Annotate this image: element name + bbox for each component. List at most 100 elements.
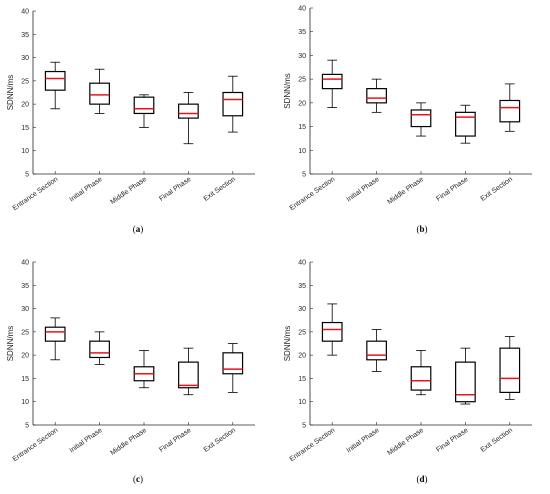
iqr-box [455, 111, 476, 137]
iqr-box [89, 82, 110, 105]
iqr-box [321, 321, 343, 342]
iqr-box [321, 73, 343, 90]
box-3 [133, 94, 155, 128]
y-tick-label: 40 [298, 6, 306, 13]
y-tick-label: 10 [21, 399, 29, 406]
y-tick-label: 20 [298, 353, 306, 360]
y-tick-label: 15 [21, 125, 29, 132]
x-tick-label: Entrance Section [289, 176, 337, 212]
iqr-box [133, 96, 155, 115]
box-2 [366, 78, 387, 113]
y-tick-label: 15 [298, 124, 306, 131]
x-tick-label: Initial Phase [345, 176, 380, 204]
box-1 [321, 59, 343, 108]
y-axis-label: SDNN/ms [283, 326, 292, 362]
box-5 [222, 343, 244, 393]
box-4 [455, 104, 476, 144]
box-3 [410, 102, 432, 137]
x-tick-label: Exit Section [203, 176, 237, 203]
x-tick-label: Entrance Section [289, 427, 337, 463]
y-axis-label: SDNN/ms [6, 75, 15, 111]
box-2 [366, 329, 387, 372]
iqr-box [222, 91, 244, 117]
iqr-box [499, 99, 521, 123]
y-tick-label: 15 [298, 376, 306, 383]
x-tick-label: Exit Section [480, 427, 514, 454]
iqr-box [178, 103, 199, 119]
iqr-box [410, 366, 432, 391]
panel-label: (c) [133, 474, 143, 484]
y-tick-label: 35 [298, 29, 306, 36]
y-tick-label: 40 [298, 260, 306, 267]
x-tick-label: Middle Phase [386, 427, 425, 457]
x-tick-label: Middle Phase [109, 427, 148, 457]
y-tick-label: 20 [21, 353, 29, 360]
box-1 [44, 61, 66, 110]
y-tick-label: 10 [21, 148, 29, 155]
iqr-box [455, 361, 476, 403]
box-1 [44, 317, 66, 361]
box-1 [321, 303, 343, 356]
iqr-box [44, 70, 66, 91]
iqr-box [222, 352, 244, 375]
x-tick-label: Exit Section [203, 427, 237, 454]
y-tick-label: 5 [25, 172, 29, 179]
x-tick-label: Final Phase [435, 176, 469, 203]
y-tick-label: 10 [298, 399, 306, 406]
iqr-box [89, 340, 110, 359]
y-axis-label: SDNN/ms [6, 326, 15, 362]
y-tick-label: 35 [21, 283, 29, 290]
iqr-box [499, 347, 521, 393]
y-tick-label: 20 [21, 102, 29, 109]
y-tick-label: 40 [21, 260, 29, 267]
box-5 [499, 83, 521, 132]
chart-panel-3: 5 10 15 20 25 30 35 40 SDNN/ms Entrance Section In… [6, 260, 255, 484]
box-3 [133, 350, 155, 389]
box-5 [499, 336, 521, 400]
y-tick-label: 25 [298, 329, 306, 336]
x-tick-label: Initial Phase [345, 427, 380, 455]
box-4 [178, 347, 199, 396]
y-tick-label: 30 [21, 306, 29, 313]
panel-label: (d) [416, 474, 427, 484]
y-tick-label: 15 [21, 376, 29, 383]
x-tick-label: Middle Phase [386, 176, 425, 206]
x-tick-label: Entrance Section [12, 176, 60, 212]
x-tick-label: Final Phase [158, 427, 192, 454]
x-tick-label: Exit Section [480, 176, 514, 203]
y-tick-label: 25 [21, 329, 29, 336]
iqr-box [44, 326, 66, 342]
y-tick-label: 30 [298, 53, 306, 60]
x-tick-label: Initial Phase [68, 427, 103, 455]
iqr-box [178, 361, 199, 389]
y-tick-label: 30 [298, 306, 306, 313]
box-2 [89, 68, 110, 114]
y-tick-label: 30 [21, 55, 29, 62]
x-tick-label: Initial Phase [68, 176, 103, 204]
x-tick-label: Middle Phase [109, 176, 148, 206]
y-tick-label: 40 [21, 9, 29, 16]
y-tick-label: 20 [298, 100, 306, 107]
x-tick-label: Entrance Section [12, 427, 60, 463]
iqr-box [410, 109, 432, 128]
y-axis-label: SDNN/ms [283, 73, 292, 109]
y-tick-label: 5 [302, 423, 306, 430]
y-tick-label: 5 [25, 423, 29, 430]
panel-label: (a) [133, 224, 144, 234]
chart-panel-4: 5 10 15 20 25 30 35 40 SDNN/ms Entrance Section In… [283, 260, 532, 484]
box-5 [222, 75, 244, 133]
y-tick-label: 5 [302, 172, 306, 179]
y-tick-label: 35 [298, 283, 306, 290]
iqr-box [366, 88, 387, 104]
box-4 [178, 92, 199, 145]
box-2 [89, 331, 110, 365]
y-tick-label: 25 [21, 78, 29, 85]
x-tick-label: Final Phase [158, 176, 192, 203]
iqr-box [366, 340, 387, 361]
chart-panel-2: 5 10 15 20 25 30 35 40 SDNN/ms Entrance Section In… [283, 6, 532, 234]
panel-label: (b) [416, 224, 427, 234]
box-4 [455, 347, 476, 405]
chart-panel-1: 5 10 15 20 25 30 35 40 SDNN/ms Entrance Section In… [6, 9, 255, 234]
